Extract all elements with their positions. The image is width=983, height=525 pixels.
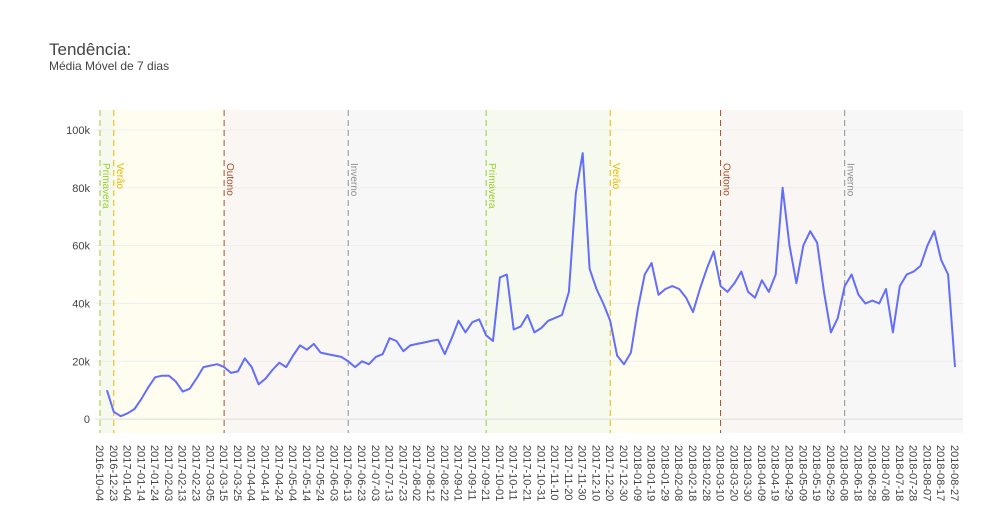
x-tick-label: 2018-02-28 bbox=[700, 445, 712, 501]
season-label: Inverno bbox=[348, 163, 359, 197]
x-tick-label: 2018-02-08 bbox=[672, 445, 684, 501]
season-band bbox=[224, 110, 349, 433]
x-tick-label: 2017-01-04 bbox=[121, 445, 133, 501]
x-tick-label: 2018-08-17 bbox=[934, 445, 946, 501]
x-tick-label: 2018-06-08 bbox=[838, 445, 850, 501]
x-tick-label: 2017-11-20 bbox=[562, 445, 574, 500]
x-tick-label: 2018-07-28 bbox=[907, 445, 919, 501]
x-tick-label: 2017-10-31 bbox=[534, 445, 546, 501]
x-tick-label: 2017-09-11 bbox=[465, 445, 477, 500]
x-tick-label: 2018-07-18 bbox=[893, 445, 905, 501]
x-tick-label: 2018-02-18 bbox=[686, 445, 698, 501]
chart-title: Tendência: bbox=[49, 40, 131, 59]
season-label: Verão bbox=[610, 163, 621, 190]
x-tick-label: 2016-12-23 bbox=[107, 445, 119, 501]
x-tick-label: 2018-05-29 bbox=[824, 445, 836, 501]
x-tick-label: 2018-05-19 bbox=[810, 445, 822, 501]
season-band bbox=[844, 110, 963, 433]
y-tick-label: 20k bbox=[72, 356, 90, 368]
x-tick-label: 2017-12-20 bbox=[603, 445, 615, 501]
x-tick-label: 2017-06-13 bbox=[341, 445, 353, 501]
x-tick-label: 2017-05-24 bbox=[314, 445, 326, 501]
x-tick-label: 2018-07-08 bbox=[879, 445, 891, 501]
x-tick-label: 2018-08-27 bbox=[948, 445, 960, 501]
x-tick-label: 2017-05-14 bbox=[300, 445, 312, 501]
x-tick-label: 2018-04-29 bbox=[783, 445, 795, 501]
y-tick-label: 0 bbox=[84, 414, 90, 426]
season-label: Outono bbox=[721, 163, 732, 196]
x-tick-label: 2017-03-15 bbox=[217, 445, 229, 501]
x-tick-label: 2018-03-10 bbox=[714, 445, 726, 501]
x-tick-label: 2018-08-07 bbox=[920, 445, 932, 501]
x-tick-label: 2018-01-29 bbox=[658, 445, 670, 501]
season-label: Primavera bbox=[486, 163, 497, 209]
season-label: Outono bbox=[224, 163, 235, 196]
x-tick-label: 2017-02-13 bbox=[176, 445, 188, 501]
x-tick-label: 2017-07-03 bbox=[369, 445, 381, 501]
x-tick-label: 2017-10-01 bbox=[493, 445, 505, 501]
x-tick-label: 2018-03-20 bbox=[727, 445, 739, 501]
chart-subtitle: Média Móvel de 7 dias bbox=[49, 59, 169, 73]
x-tick-label: 2017-06-23 bbox=[355, 445, 367, 501]
x-tick-label: 2017-07-13 bbox=[383, 445, 395, 501]
x-tick-label: 2018-04-19 bbox=[769, 445, 781, 501]
x-tick-label: 2017-11-30 bbox=[576, 445, 588, 500]
season-band bbox=[100, 110, 114, 433]
data-line bbox=[105, 152, 956, 418]
x-tick-label: 2017-02-03 bbox=[162, 445, 174, 501]
x-tick-label: 2017-01-24 bbox=[148, 445, 160, 501]
season-band bbox=[113, 110, 225, 433]
x-tick-label: 2016-10-04 bbox=[93, 445, 105, 501]
season-label: Verão bbox=[114, 163, 125, 190]
x-tick-label: 2017-03-25 bbox=[231, 445, 243, 501]
season-label: Inverno bbox=[845, 163, 856, 197]
season-band bbox=[610, 110, 721, 433]
x-tick-label: 2017-06-03 bbox=[327, 445, 339, 501]
x-tick-label: 2017-01-14 bbox=[134, 445, 146, 501]
x-tick-label: 2017-04-04 bbox=[245, 445, 257, 501]
season-band bbox=[348, 110, 487, 433]
x-tick-label: 2018-06-28 bbox=[865, 445, 877, 501]
x-tick-label: 2018-01-09 bbox=[631, 445, 643, 501]
x-tick-label: 2017-05-04 bbox=[286, 445, 298, 501]
season-band bbox=[486, 110, 611, 433]
x-tick-label: 2017-11-10 bbox=[548, 445, 560, 500]
season-label: Primavera bbox=[100, 163, 111, 209]
x-tick-label: 2018-06-18 bbox=[851, 445, 863, 501]
x-tick-label: 2017-12-30 bbox=[617, 445, 629, 501]
x-tick-label: 2017-02-23 bbox=[190, 445, 202, 501]
x-tick-label: 2017-04-14 bbox=[258, 445, 270, 501]
x-tick-label: 2017-08-02 bbox=[410, 445, 422, 501]
x-tick-label: 2018-04-09 bbox=[755, 445, 767, 501]
x-tick-label: 2017-09-01 bbox=[452, 445, 464, 501]
x-tick-label: 2017-08-22 bbox=[438, 445, 450, 501]
x-tick-label: 2017-07-23 bbox=[396, 445, 408, 501]
x-tick-label: 2018-05-09 bbox=[796, 445, 808, 501]
x-tick-label: 2017-10-11 bbox=[507, 445, 519, 500]
x-tick-label: 2017-09-21 bbox=[479, 445, 491, 501]
x-tick-label: 2018-03-30 bbox=[741, 445, 753, 501]
y-tick-label: 80k bbox=[72, 183, 90, 195]
x-tick-label: 2017-03-05 bbox=[203, 445, 215, 501]
x-tick-label: 2017-08-12 bbox=[424, 445, 436, 501]
season-band bbox=[720, 110, 845, 433]
x-tick-label: 2017-10-21 bbox=[521, 445, 533, 501]
x-tick-label: 2017-12-10 bbox=[589, 445, 601, 501]
x-tick-label: 2018-01-19 bbox=[645, 445, 657, 501]
y-tick-label: 40k bbox=[72, 298, 90, 310]
y-tick-label: 100k bbox=[66, 125, 90, 137]
x-tick-label: 2017-04-24 bbox=[272, 445, 284, 501]
y-tick-label: 60k bbox=[72, 241, 90, 253]
